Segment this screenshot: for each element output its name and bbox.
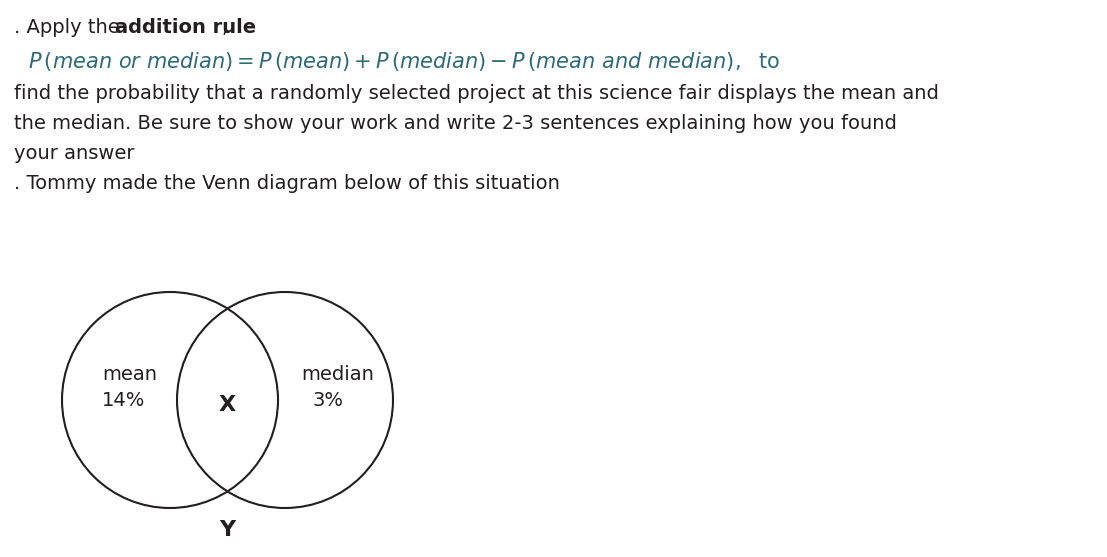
Text: 3%: 3% [313,391,344,410]
Text: . Apply the: . Apply the [14,18,126,37]
Text: find the probability that a randomly selected project at this science fair displ: find the probability that a randomly sel… [14,84,939,103]
Text: mean: mean [102,365,157,384]
Text: Y: Y [219,520,236,540]
Text: the median. Be sure to show your work and write 2-3 sentences explaining how you: the median. Be sure to show your work an… [14,114,897,133]
Text: addition rule: addition rule [115,18,256,37]
Text: your answer: your answer [14,144,134,163]
Text: median: median [301,365,374,384]
Text: . Tommy made the Venn diagram below of this situation: . Tommy made the Venn diagram below of t… [14,174,560,193]
Text: X: X [219,395,236,415]
Text: 14%: 14% [102,391,145,410]
Text: ,: , [223,18,228,37]
Text: $P\,(mean\ or\ median) = P\,(mean) + P\,(median) - P\,(mean\ and\ median),\ \ \m: $P\,(mean\ or\ median) = P\,(mean) + P\,… [28,50,780,73]
